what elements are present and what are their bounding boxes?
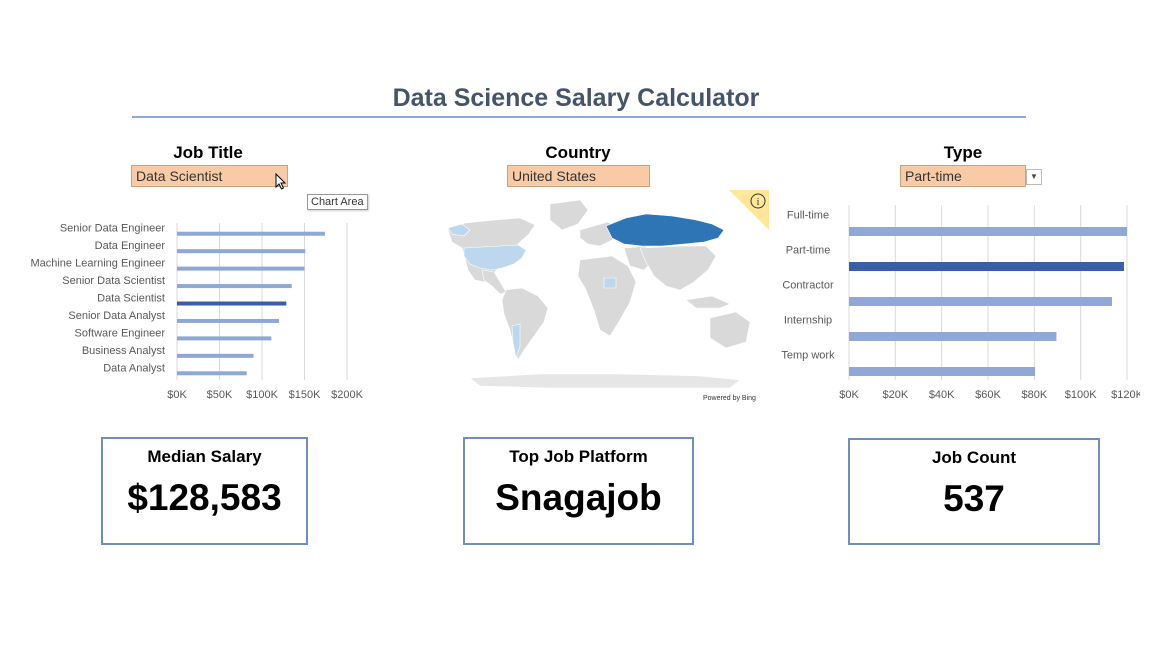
- x-tick-label: $0K: [839, 389, 859, 401]
- category-label: Software Engineer: [75, 327, 166, 339]
- job-title-salary-chart[interactable]: $0K $50K $100K $150K $200K Senior Data Engine…: [0, 195, 380, 410]
- map-australia: [709, 311, 751, 349]
- category-label: Senior Data Scientist: [62, 275, 165, 287]
- x-tick-label: $50K: [207, 389, 233, 401]
- category-label: Temp work: [781, 350, 835, 362]
- x-tick-label: $40K: [929, 389, 955, 401]
- top-job-platform-label: Top Job Platform: [509, 447, 648, 466]
- category-label: Internship: [784, 315, 832, 327]
- type-salary-chart[interactable]: $0K $20K $40K $60K $80K $100K $120K Full-time Pa…: [770, 200, 1140, 410]
- category-label: Senior Data Analyst: [68, 310, 165, 322]
- top-job-platform-card: Top Job Platform Snagajob: [463, 437, 694, 545]
- bar-data-scientist[interactable]: [177, 301, 287, 306]
- x-tick-label: $20K: [882, 389, 908, 401]
- country-label: Country: [545, 143, 611, 162]
- job-title-label: Job Title: [173, 143, 243, 162]
- x-tick-label: $120K: [1111, 389, 1140, 401]
- map-africa: [577, 255, 637, 337]
- x-tick-label: $100K: [246, 389, 278, 401]
- mouse-cursor-icon: [275, 173, 287, 190]
- bar-senior-data-engineer[interactable]: [177, 231, 325, 236]
- top-job-platform-value: Snagajob: [495, 477, 662, 518]
- category-label: Business Analyst: [82, 345, 165, 357]
- job-count-card: Job Count 537: [848, 438, 1100, 545]
- category-label: Data Analyst: [103, 362, 165, 374]
- page-title: Data Science Salary Calculator: [392, 84, 760, 112]
- map-south-america: [501, 287, 549, 361]
- map-asia: [639, 245, 717, 291]
- job-count-label: Job Count: [931, 448, 1017, 467]
- bar-data-engineer[interactable]: [177, 249, 306, 254]
- category-label: Senior Data Engineer: [60, 223, 166, 235]
- x-tick-label: $150K: [289, 389, 321, 401]
- map-argentina: [511, 323, 521, 360]
- country-map[interactable]: [440, 190, 770, 410]
- type-dropdown[interactable]: Part-time: [900, 165, 1026, 187]
- map-central-america: [481, 269, 507, 295]
- bar-senior-data-analyst[interactable]: [177, 318, 279, 323]
- median-salary-label: Median Salary: [147, 447, 262, 466]
- info-icon[interactable]: i: [729, 190, 769, 230]
- bar-contractor[interactable]: [849, 297, 1113, 306]
- chart-area-tooltip: Chart Area: [307, 194, 368, 210]
- country-dropdown[interactable]: United States: [507, 165, 650, 187]
- job-title-dropdown[interactable]: Data Scientist: [131, 165, 288, 187]
- map-united-states: [463, 244, 527, 271]
- map-antarctica: [469, 373, 741, 389]
- type-label: Type: [943, 143, 983, 162]
- bar-internship[interactable]: [849, 332, 1057, 341]
- category-label: Data Scientist: [97, 293, 165, 305]
- bar-part-time[interactable]: [849, 262, 1124, 271]
- bar-software-engineer[interactable]: [177, 336, 272, 341]
- bar-data-analyst[interactable]: [177, 371, 247, 376]
- category-label: Full-time: [787, 210, 829, 222]
- x-tick-label: $0K: [167, 389, 187, 401]
- map-russia: [605, 213, 725, 247]
- x-tick-label: $200K: [331, 389, 363, 401]
- bing-attribution: Powered by Bing: [703, 395, 756, 402]
- map-greenland: [549, 199, 589, 231]
- map-alaska: [447, 223, 471, 237]
- map-indonesia: [685, 295, 731, 309]
- chevron-down-icon[interactable]: ▼: [1026, 169, 1042, 185]
- x-tick-label: $60K: [975, 389, 1001, 401]
- svg-text:i: i: [757, 197, 760, 208]
- x-tick-label: $80K: [1021, 389, 1047, 401]
- category-label: Data Engineer: [95, 240, 166, 252]
- category-label: Contractor: [782, 280, 834, 292]
- title-divider: [132, 116, 1026, 118]
- median-salary-card: Median Salary $128,583: [101, 437, 308, 545]
- median-salary-value: $128,583: [127, 477, 282, 518]
- bar-full-time[interactable]: [849, 227, 1127, 236]
- category-label: Part-time: [786, 245, 831, 257]
- job-count-value: 537: [943, 478, 1005, 519]
- bar-senior-data-scientist[interactable]: [177, 284, 292, 289]
- bar-business-analyst[interactable]: [177, 353, 254, 358]
- x-tick-label: $100K: [1065, 389, 1097, 401]
- category-label: Machine Learning Engineer: [30, 258, 165, 270]
- bar-machine-learning-engineer[interactable]: [177, 266, 305, 271]
- bar-temp-work[interactable]: [849, 367, 1036, 376]
- map-nigeria: [603, 277, 617, 289]
